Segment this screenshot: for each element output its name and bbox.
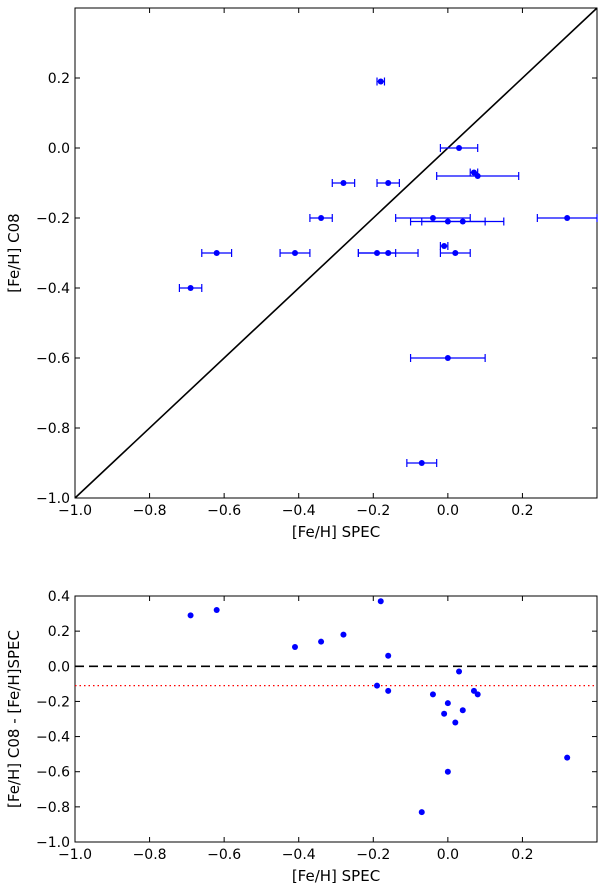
bottom-x-axis-label: [Fe/H] SPEC	[292, 867, 380, 885]
x-tick-label: −0.2	[356, 847, 390, 863]
point-marker	[564, 215, 571, 221]
point-marker	[318, 638, 325, 645]
point-marker	[459, 707, 466, 714]
point-marker	[429, 691, 436, 698]
y-tick-label: −0.4	[36, 730, 70, 746]
point-marker	[564, 754, 571, 761]
point-marker	[318, 215, 325, 221]
top-scatter-panel: −1.0 −0.8 −0.6 −0.4 −0.2 0.0 0.2 −1.0 −0.8 −0.6 −0…	[5, 7, 598, 541]
data-point	[201, 249, 233, 257]
data-point	[409, 354, 486, 362]
x-tick-label: −1.0	[58, 503, 92, 519]
y-tick-label: 0.4	[48, 589, 70, 605]
data-point	[331, 179, 356, 187]
point-marker	[452, 719, 459, 726]
x-tick-label: −0.6	[207, 847, 241, 863]
point-marker	[291, 643, 298, 650]
point-marker	[441, 710, 448, 717]
data-point	[357, 249, 419, 257]
point-marker	[444, 700, 451, 707]
x-tick-label: 0.0	[437, 503, 459, 519]
y-tick-label: 0.2	[48, 71, 70, 87]
point-marker	[385, 687, 392, 694]
data-point	[439, 144, 479, 152]
one-to-one-line	[74, 7, 598, 499]
top-ticks: −1.0 −0.8 −0.6 −0.4 −0.2 0.0 0.2 −1.0 −0.8 −0.6 −0…	[36, 8, 597, 519]
point-marker	[441, 243, 448, 249]
point-marker	[459, 218, 466, 225]
x-tick-label: −0.6	[207, 503, 241, 519]
point-marker	[418, 809, 425, 816]
point-marker	[385, 180, 392, 186]
y-tick-label: −0.4	[36, 281, 70, 297]
point-marker	[444, 768, 451, 775]
point-marker	[474, 691, 481, 698]
y-tick-label: −0.8	[36, 421, 70, 437]
x-tick-label: −0.4	[282, 847, 316, 863]
point-marker	[377, 598, 384, 605]
top-plot-frame	[74, 7, 598, 499]
data-point	[421, 217, 505, 226]
x-tick-label: −1.0	[58, 847, 92, 863]
y-tick-label: −0.8	[36, 800, 70, 816]
x-tick-label: 0.2	[511, 847, 533, 863]
point-marker	[385, 250, 392, 256]
point-marker	[470, 687, 477, 694]
point-marker	[444, 355, 451, 361]
data-point	[406, 459, 438, 467]
y-tick-label: −0.6	[36, 765, 70, 781]
top-x-axis-label: [Fe/H] SPEC	[292, 523, 380, 541]
point-marker	[385, 652, 392, 659]
data-point	[439, 249, 471, 257]
y-tick-label: −0.2	[36, 211, 70, 227]
data-point	[536, 214, 598, 222]
y-tick-label: 0.0	[48, 141, 70, 157]
y-tick-label: 0.2	[48, 624, 70, 640]
bottom-plot-frame	[74, 595, 598, 843]
point-marker	[187, 612, 194, 619]
data-point	[279, 249, 311, 257]
x-tick-label: −0.4	[282, 503, 316, 519]
x-tick-label: −0.8	[133, 503, 167, 519]
point-marker	[374, 682, 381, 689]
data-point	[439, 242, 449, 250]
point-marker	[377, 78, 384, 85]
point-marker	[187, 285, 194, 291]
x-tick-label: 0.2	[511, 503, 533, 519]
bottom-ticks: −1.0 −0.8 −0.6 −0.4 −0.2 0.0 0.2 −1.0 −0.8 −0.6 −0…	[36, 589, 597, 863]
data-point	[376, 77, 386, 86]
data-point	[395, 214, 471, 222]
bottom-y-axis-label: [Fe/H] C08 - [Fe/H]SPEC	[5, 630, 23, 808]
point-marker	[474, 173, 481, 179]
point-marker	[213, 607, 220, 614]
point-marker	[213, 250, 220, 256]
point-marker	[456, 668, 463, 675]
point-marker	[452, 250, 459, 256]
point-marker	[291, 250, 298, 256]
y-tick-label: −0.6	[36, 351, 70, 367]
top-data-points	[178, 77, 598, 467]
y-tick-label: −1.0	[36, 491, 70, 507]
data-point	[436, 172, 520, 180]
data-point	[309, 214, 333, 222]
top-y-axis-label: [Fe/H] C08	[5, 213, 23, 292]
x-tick-label: −0.2	[356, 503, 390, 519]
point-marker	[418, 460, 425, 466]
point-marker	[340, 180, 347, 186]
y-tick-label: −0.2	[36, 694, 70, 710]
x-tick-label: 0.0	[437, 847, 459, 863]
y-tick-label: −1.0	[36, 835, 70, 851]
data-point	[376, 179, 400, 187]
point-marker	[429, 215, 436, 221]
x-tick-label: −0.8	[133, 847, 167, 863]
bottom-scatter-panel: −1.0 −0.8 −0.6 −0.4 −0.2 0.0 0.2 −1.0 −0.8 −0.6 −0…	[5, 589, 598, 885]
data-point	[178, 284, 203, 292]
point-marker	[340, 631, 347, 638]
bottom-data-points	[187, 598, 571, 816]
y-tick-label: 0.0	[48, 659, 70, 675]
point-marker	[456, 145, 463, 151]
